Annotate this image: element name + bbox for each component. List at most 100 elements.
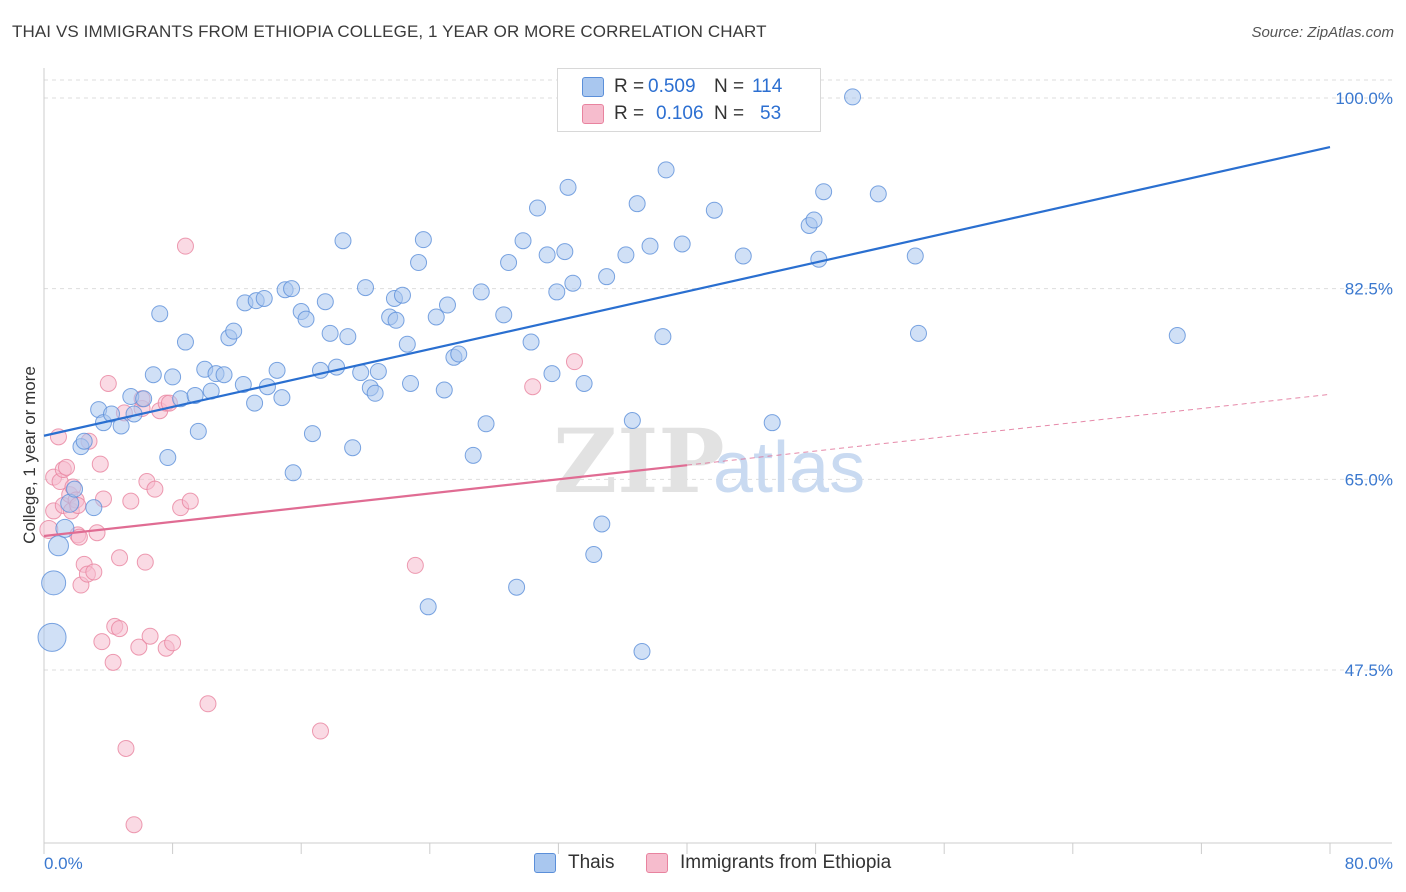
thai-point — [414, 231, 432, 249]
thai-point — [617, 246, 635, 264]
thai-point — [189, 422, 207, 440]
x-tick-label-min: 0.0% — [44, 854, 83, 873]
y-tick-label: 82.5% — [1345, 280, 1393, 299]
thai-point — [176, 333, 194, 351]
thai-point — [522, 333, 540, 351]
thai-point — [810, 250, 828, 268]
ethiopia-swatch — [582, 104, 604, 124]
thai-point — [387, 311, 405, 329]
thai-point — [344, 439, 362, 457]
ethiopia-point — [565, 353, 583, 371]
ethiopia-point — [524, 378, 542, 396]
thai-point — [593, 515, 611, 533]
thai-point — [135, 390, 153, 408]
n-label: N = — [714, 76, 745, 97]
thai-point — [47, 535, 69, 557]
thai-point — [763, 414, 781, 432]
thai-point — [284, 464, 302, 482]
legend-item-thais[interactable]: Thais — [534, 852, 614, 874]
legend-row-thais: R = 0.509 N = 114 — [582, 75, 782, 99]
thai-point — [906, 247, 924, 265]
ethiopia-point — [111, 620, 129, 638]
thai-point — [246, 394, 264, 412]
axes — [43, 68, 1392, 854]
ethiopia-point — [146, 480, 164, 498]
thai-point — [151, 305, 169, 323]
ethiopia-point — [311, 722, 329, 740]
ethiopia-point — [406, 556, 424, 574]
thai-point — [633, 642, 651, 660]
thai-point — [657, 161, 675, 179]
legend-item-ethiopia[interactable]: Immigrants from Ethiopia — [646, 852, 891, 874]
thai-point — [623, 411, 641, 429]
thai-point — [435, 381, 453, 399]
ethiopia-point — [104, 653, 122, 671]
thai-point — [673, 235, 691, 253]
thai-point — [419, 598, 437, 616]
ethiopia-point — [122, 492, 140, 510]
trend-lines — [43, 145, 1331, 538]
thai-point — [283, 280, 301, 298]
thai-point — [328, 358, 346, 376]
thai-points — [37, 88, 1186, 660]
thai-point — [398, 335, 416, 353]
ethiopia-point — [164, 634, 182, 652]
ethiopia-point — [176, 237, 194, 255]
thai-point — [543, 365, 561, 383]
ethiopia-trend-line — [43, 464, 688, 538]
thais-n-value: 114 — [752, 76, 783, 97]
ethiopia-point — [199, 695, 217, 713]
ethiopia-point — [130, 638, 148, 656]
source-credit: Source: ZipAtlas.com — [1251, 24, 1394, 41]
thais-r-value: 0.509 — [648, 76, 696, 97]
x-tick-label-max: 80.0% — [1345, 854, 1393, 873]
thai-point — [410, 254, 428, 272]
ethiopia-legend-swatch — [646, 853, 668, 873]
thai-point — [255, 289, 273, 307]
thai-point — [559, 178, 577, 196]
ethiopia-point — [93, 633, 111, 651]
thais-trend-line — [43, 145, 1331, 437]
thai-point — [654, 328, 672, 346]
thai-point — [705, 201, 723, 219]
thais-legend-label: Thais — [568, 852, 615, 873]
thai-point — [366, 384, 384, 402]
thai-point — [303, 425, 321, 443]
thai-point — [734, 247, 752, 265]
y-tick-label: 100.0% — [1335, 89, 1393, 108]
thai-point — [268, 361, 286, 379]
thai-point — [564, 274, 582, 292]
ethiopia-point — [111, 549, 129, 567]
thai-point — [598, 268, 616, 286]
thai-point — [234, 376, 252, 394]
thai-point — [427, 308, 445, 326]
thai-point — [575, 374, 593, 392]
thai-point — [909, 324, 927, 342]
thai-point — [477, 415, 495, 433]
thai-point — [357, 279, 374, 297]
n-label: N = — [714, 103, 745, 124]
thais-swatch — [582, 77, 604, 97]
thai-point — [1168, 327, 1186, 345]
r-label: R = — [614, 103, 645, 124]
thai-point — [393, 286, 411, 304]
ethiopia-point — [99, 374, 117, 392]
y-tick-label: 47.5% — [1345, 661, 1393, 680]
thai-point — [159, 449, 177, 467]
ethiopia-point — [85, 563, 103, 581]
thai-point — [85, 499, 103, 517]
thai-point — [472, 283, 490, 301]
thai-point — [297, 310, 315, 328]
thai-point — [103, 405, 121, 423]
ethiopia-point — [136, 553, 154, 571]
thai-point — [585, 546, 603, 564]
legend-row-ethiopia: R = 0.106 N = 53 — [582, 102, 781, 126]
thai-point — [500, 254, 518, 272]
ethiopia-legend-label: Immigrants from Ethiopia — [680, 852, 892, 873]
ethiopia-point — [125, 816, 143, 834]
thai-point — [66, 480, 84, 498]
thai-point — [402, 374, 420, 392]
thai-point — [529, 199, 547, 217]
thai-point — [869, 185, 887, 203]
